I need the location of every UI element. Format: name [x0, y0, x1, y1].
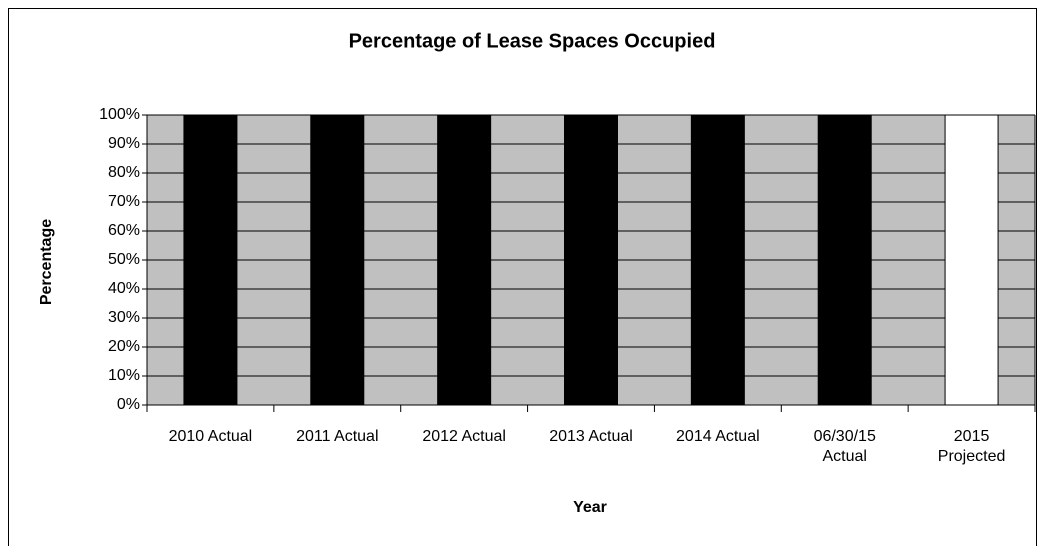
y-tick-label: 70% [108, 193, 140, 210]
bar [437, 114, 492, 406]
y-tick-label: 20% [108, 338, 140, 355]
bar [183, 114, 238, 406]
chart-title: Percentage of Lease Spaces Occupied [349, 30, 716, 52]
bar [690, 114, 745, 406]
y-tick-label: 80% [108, 164, 140, 181]
y-tick-label: 60% [108, 222, 140, 239]
x-tick-label: 06/30/15 Actual [813, 428, 876, 465]
x-tick-label: 2014 Actual [676, 428, 760, 445]
y-tick-label: 40% [108, 280, 140, 297]
bar [944, 114, 999, 406]
y-tick-label: 50% [108, 251, 140, 268]
y-tick-label: 0% [117, 396, 140, 413]
x-axis-label: Year [573, 499, 607, 516]
x-tick-label: 2010 Actual [168, 428, 253, 445]
bar [817, 114, 872, 406]
x-tick-label: 2013 Actual [549, 428, 633, 445]
x-tick-label: 2011 Actual [296, 428, 379, 445]
bar [564, 114, 618, 406]
y-tick-label: 90% [108, 135, 140, 152]
x-tick-label: 2012 Actual [422, 428, 506, 445]
y-tick-label: 100% [99, 106, 140, 123]
y-tick-label: 10% [108, 367, 140, 384]
bar [310, 114, 365, 406]
y-axis-label: Percentage [38, 219, 55, 305]
y-tick-label: 30% [108, 309, 140, 326]
x-tick-label: 2015 Projected [937, 428, 1006, 465]
